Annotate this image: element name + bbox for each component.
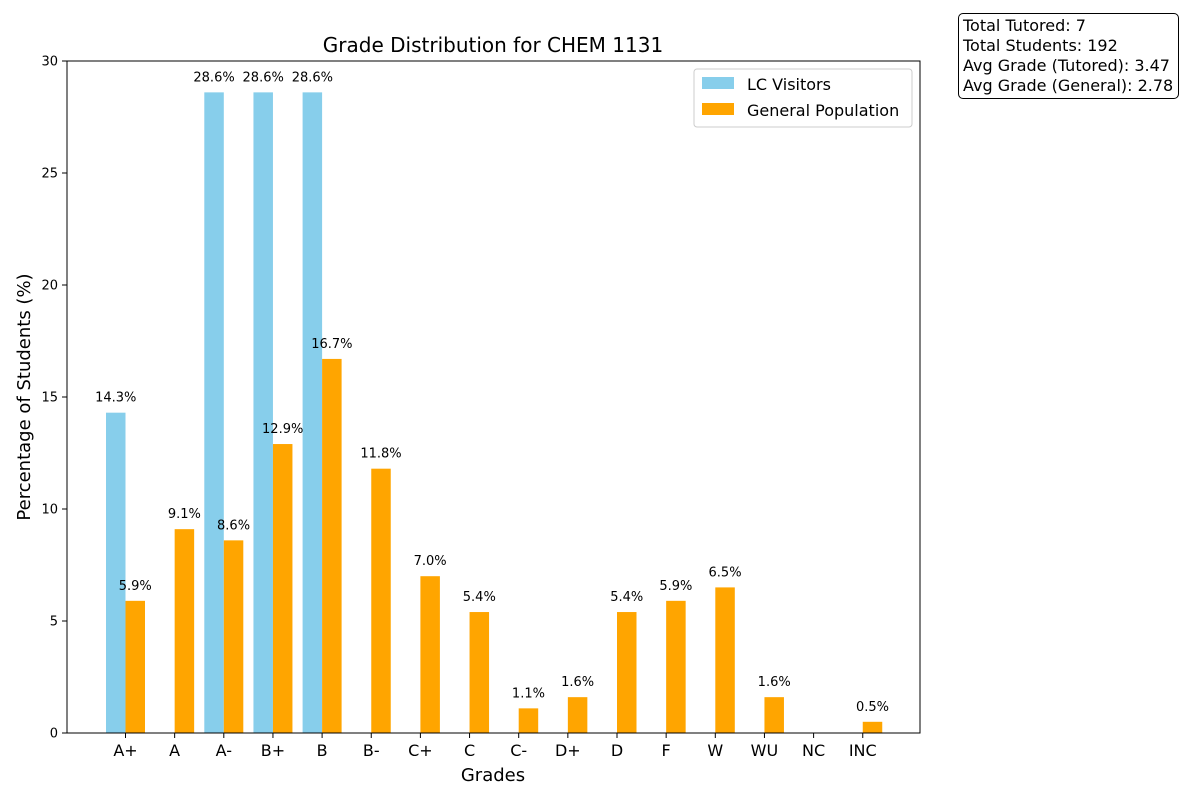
x-tick-label: B	[317, 741, 328, 760]
y-tick-label: 30	[41, 55, 58, 70]
legend-label-lc-visitors: LC Visitors	[747, 75, 831, 94]
bar-labels-layer: 14.3% 28.6% 28.6% 28.6% 5.9% 9.1% 8.6% 12.9% 16.…	[95, 70, 889, 714]
axes-layer: 0 5 10 15 20 25 30 A+ A A- B+ B B- C+ C C- D+ D F W WU NC INC	[41, 55, 921, 760]
legend-box	[693, 68, 913, 128]
bar-general-population-b	[322, 358, 342, 733]
data-label-lc-visitors-a-plus: 14.3%	[95, 391, 136, 406]
bar-general-population-a	[174, 529, 195, 733]
avg-grade-tutored-text: Avg Grade (Tutored): 3.47	[963, 56, 1170, 75]
data-label-general-population-d: 5.4%	[610, 590, 643, 605]
data-label-general-population-a-minus: 8.6%	[217, 518, 250, 533]
x-tick-label: B+	[261, 741, 285, 760]
total-tutored-text: Total Tutored: 7	[963, 16, 1086, 35]
legend-label-general-population: General Population	[747, 101, 899, 120]
summary-stats-box: Total Tutored: 7 Total Students: 192 Avg…	[958, 13, 1180, 99]
bar-general-population-wu	[764, 697, 784, 733]
data-label-general-population-inc: 0.5%	[856, 700, 889, 715]
legend: LC Visitors General Population	[693, 68, 913, 128]
legend-swatch-lc-visitors	[702, 77, 734, 89]
x-tick-label: B-	[363, 741, 380, 760]
data-label-general-population-b-minus: 11.8%	[360, 447, 401, 462]
data-label-lc-visitors-a-minus: 28.6%	[193, 70, 234, 85]
y-tick-label: 20	[41, 279, 58, 294]
y-tick-label: 10	[41, 503, 58, 518]
data-label-general-population-b-plus: 12.9%	[262, 422, 303, 437]
bar-general-population-c-minus	[518, 708, 539, 733]
x-tick-label: NC	[802, 741, 825, 760]
bar-lc-visitors-b	[302, 92, 323, 734]
x-tick-label: A+	[113, 741, 137, 760]
y-tick-label: 5	[50, 615, 58, 630]
data-label-lc-visitors-b: 28.6%	[292, 70, 333, 85]
x-tick-label: C-	[510, 741, 527, 760]
data-label-general-population-w: 6.5%	[709, 565, 742, 580]
x-tick-label: F	[662, 741, 671, 760]
data-label-general-population-b: 16.7%	[311, 337, 352, 352]
bar-general-population-f	[666, 600, 686, 733]
bar-lc-visitors-a-minus	[204, 92, 224, 734]
x-tick-label: A-	[216, 741, 232, 760]
data-label-general-population-f: 5.9%	[659, 579, 692, 594]
bar-general-population-inc	[862, 721, 883, 733]
data-label-general-population-a: 9.1%	[168, 507, 201, 522]
y-tick-label: 0	[50, 727, 58, 742]
x-tick-label: D+	[555, 741, 581, 760]
x-axis-label: Grades	[461, 765, 525, 786]
data-label-general-population-a-plus: 5.9%	[119, 579, 152, 594]
x-tick-label: A	[169, 741, 180, 760]
x-tick-label: D	[611, 741, 623, 760]
bar-general-population-b-plus	[272, 444, 293, 733]
x-tick-label: INC	[849, 741, 877, 760]
data-label-general-population-c-minus: 1.1%	[512, 686, 545, 701]
y-tick-label: 15	[41, 391, 58, 406]
x-tick-label: C+	[408, 741, 433, 760]
bar-general-population-b-minus	[371, 468, 391, 733]
y-tick-label: 25	[41, 167, 58, 182]
x-tick-label: C	[464, 741, 475, 760]
bar-general-population-a-plus	[125, 600, 145, 733]
bar-lc-visitors-b-plus	[253, 92, 273, 734]
data-label-general-population-d-plus: 1.6%	[561, 675, 594, 690]
legend-swatch-general-population	[702, 103, 734, 115]
bars-layer	[106, 92, 883, 734]
data-label-lc-visitors-b-plus: 28.6%	[243, 70, 284, 85]
x-tick-label: W	[707, 741, 723, 760]
avg-grade-general-text: Avg Grade (General): 2.78	[963, 76, 1174, 95]
bar-general-population-w	[715, 587, 735, 733]
bar-lc-visitors-a-plus	[106, 412, 126, 733]
bar-general-population-a-minus	[223, 540, 244, 733]
data-label-general-population-c: 5.4%	[463, 590, 496, 605]
bar-general-population-c	[469, 612, 490, 733]
plot-frame	[66, 60, 921, 734]
bar-general-population-d-plus	[567, 697, 588, 733]
chart-title: Grade Distribution for CHEM 1131	[323, 33, 663, 57]
data-label-general-population-wu: 1.6%	[758, 675, 791, 690]
y-axis-label: Percentage of Students (%)	[14, 273, 35, 520]
x-tick-label: WU	[751, 741, 779, 760]
data-label-general-population-c-plus: 7.0%	[414, 554, 447, 569]
bar-general-population-d	[617, 612, 637, 733]
bar-general-population-c-plus	[420, 576, 440, 733]
total-students-text: Total Students: 192	[963, 36, 1118, 55]
